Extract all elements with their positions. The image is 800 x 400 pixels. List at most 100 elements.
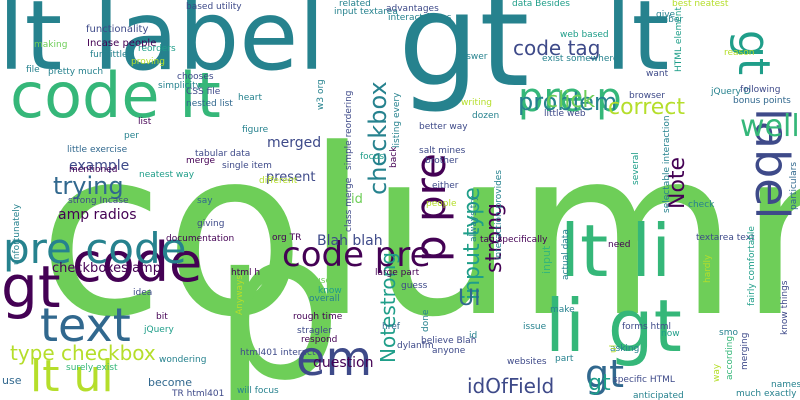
cloud-word: neatest way [139, 170, 195, 180]
cloud-word: well [740, 109, 800, 144]
cloud-word: figure [242, 125, 269, 135]
cloud-word: particulars [789, 161, 799, 210]
cloud-word: best neatest [672, 0, 729, 9]
cloud-word: issue [523, 322, 547, 332]
cloud-word: jQuery [144, 325, 174, 335]
cloud-word: proving [131, 57, 165, 67]
cloud-word: fun little [90, 50, 128, 60]
cloud-word: code lt [10, 59, 221, 132]
cloud-word: question [313, 355, 374, 371]
cloud-word: asking [610, 344, 640, 354]
cloud-word: better way [419, 122, 468, 132]
cloud-word: websites [507, 357, 547, 367]
cloud-word: make [550, 305, 575, 315]
cloud-word: large part [375, 268, 420, 278]
cloud-word: lt [605, 0, 670, 92]
cloud-word: ul id [335, 192, 363, 207]
cloud-word: html h [231, 268, 261, 278]
cloud-word: click [546, 88, 596, 113]
cloud-word: different [259, 176, 298, 186]
cloud-word: code [72, 231, 203, 294]
cloud-word: focus [360, 152, 385, 162]
cloud-word: text [40, 298, 131, 352]
cloud-word: bonus points [733, 96, 791, 106]
cloud-word: html401 interact [240, 348, 316, 358]
cloud-word: interaction provides [494, 169, 504, 260]
cloud-word: people [426, 199, 457, 209]
cloud-word: according [725, 335, 735, 380]
cloud-word: brother [425, 156, 459, 166]
cloud-word: strong Incase [68, 196, 129, 206]
cloud-word: advantages [386, 4, 439, 14]
cloud-word: chooses [177, 72, 214, 82]
cloud-word: single item [222, 161, 272, 171]
cloud-word: pre p [518, 75, 622, 121]
cloud-word: code tag [513, 36, 601, 60]
cloud-word: either [432, 181, 459, 191]
cloud-word: li gt [545, 284, 682, 368]
cloud-word: bit [156, 312, 168, 322]
cloud-word: hardly [703, 254, 713, 283]
cloud-word: several [631, 152, 641, 185]
cloud-word: know [318, 286, 342, 296]
cloud-word: following [740, 85, 781, 95]
cloud-word: present [266, 170, 316, 185]
cloud-word: list [138, 117, 152, 127]
cloud-word: code pre [282, 235, 431, 275]
cloud-word: dylanfm [397, 341, 434, 351]
cloud-word: trying [53, 172, 124, 200]
cloud-word: much exactly [736, 389, 797, 399]
cloud-word: merging [740, 332, 750, 370]
cloud-word: use [2, 374, 22, 387]
cloud-word: idea [133, 288, 153, 298]
cloud-word: column [38, 101, 800, 368]
cloud-word: idOfField [467, 374, 555, 398]
cloud-word: textarea text [696, 233, 755, 243]
cloud-word: id [469, 331, 478, 341]
cloud-word: tabular data [195, 149, 251, 159]
cloud-word: Incase people [87, 38, 157, 49]
cloud-word: merge [186, 156, 216, 166]
cloud-word: browser [629, 91, 666, 101]
cloud-word: em [296, 331, 373, 387]
cloud-word: problem [518, 88, 618, 116]
cloud-word: always try [469, 195, 479, 242]
cloud-word: input [540, 245, 553, 274]
cloud-word: say [197, 196, 213, 206]
cloud-word: lt label [0, 0, 325, 92]
cloud-word: type checkbox [10, 341, 156, 365]
cloud-word: overall [309, 294, 340, 304]
cloud-word: ul [609, 344, 619, 353]
cloud-word: want [646, 69, 669, 79]
cloud-word: web based [560, 30, 609, 40]
cloud-word: unfortunately [12, 203, 22, 265]
cloud-word: HTML element [674, 6, 684, 72]
cloud-word: exist somewhere [542, 54, 619, 64]
cloud-word: reason [724, 48, 755, 58]
cloud-word: checkbox [364, 81, 392, 195]
cloud-word: way [712, 363, 722, 382]
cloud-word: heart [238, 93, 262, 103]
cloud-word: specific HTML [613, 375, 675, 385]
cloud-word: reorders [138, 44, 176, 54]
cloud-word: p [212, 188, 343, 400]
cloud-word: become [148, 376, 193, 389]
cloud-word: actual data [561, 229, 571, 280]
cloud-word: file [26, 65, 40, 75]
cloud-word: know things [780, 280, 790, 335]
cloud-word: data Besides [512, 0, 570, 9]
cloud-word: believe Blah [421, 336, 477, 346]
cloud-word: mentioned [69, 165, 118, 175]
cloud-word: jQuery D [711, 87, 751, 97]
cloud-word: per [124, 131, 139, 141]
cloud-word: functionality [86, 24, 149, 35]
cloud-word: surely exist [66, 363, 118, 373]
cloud-word: little web [544, 109, 586, 119]
cloud-word: stragler [297, 326, 332, 336]
cloud-word: based utility [186, 2, 242, 12]
cloud-word: listing every [392, 92, 402, 148]
cloud-word: gt [1, 253, 61, 321]
cloud-word: Blah blah [317, 233, 383, 249]
cloud-word: Anyways [235, 274, 245, 315]
